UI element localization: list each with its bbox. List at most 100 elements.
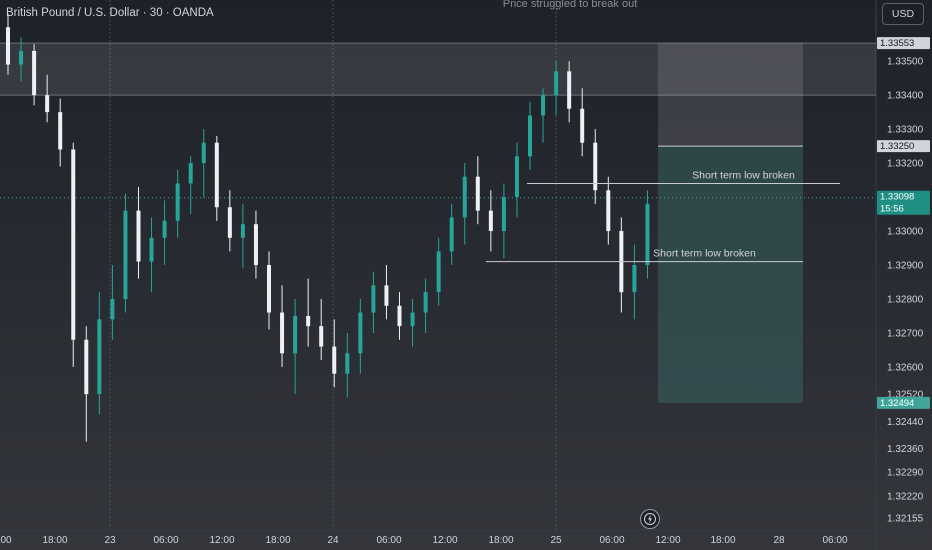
candle-body (71, 149, 76, 340)
candle-body (19, 50, 24, 65)
price-tick-label: 1.32700 (887, 328, 924, 339)
price-tick-label: 1.32600 (887, 362, 924, 373)
candle (293, 298, 298, 395)
candle-body (593, 142, 598, 191)
price-badge: 1.32494 (877, 396, 930, 409)
time-tick-label: 12:00 (209, 535, 234, 546)
candle (97, 292, 102, 415)
candle (345, 332, 350, 398)
candle-body (214, 142, 219, 208)
candle-body (371, 285, 376, 313)
candle-body (345, 353, 350, 374)
projection-box-target (658, 146, 803, 403)
time-tick-label: 12:00 (432, 535, 457, 546)
candle (267, 251, 271, 330)
price-badge-bg (877, 396, 930, 409)
candle (371, 271, 376, 333)
candle (436, 237, 441, 306)
time-tick-label: 23 (104, 535, 116, 546)
candle-body (410, 312, 415, 327)
replay-button[interactable] (640, 509, 660, 529)
price-tick-label: 1.32360 (887, 444, 924, 455)
candle (19, 37, 24, 82)
price-tick-label: 1.33000 (887, 227, 924, 238)
candle-body (136, 210, 141, 262)
candle (201, 129, 206, 198)
time-axis: 00 18:00 23 06:00 12:00 18:00 24 06:00 12:00 18:0… (0, 535, 848, 546)
candle-body (384, 285, 389, 306)
price-tick-label: 1.32520 (887, 390, 924, 401)
top-note: Price struggled to break out (503, 0, 638, 10)
candle (280, 285, 285, 367)
candle-layer (6, 13, 650, 442)
time-tick-label: 06:00 (153, 535, 178, 546)
candle-body (488, 210, 493, 232)
candle (162, 200, 167, 265)
time-tick-label: 18:00 (488, 535, 513, 546)
currency-button[interactable]: USD (882, 3, 924, 25)
candle-body (6, 27, 10, 65)
candle (397, 292, 402, 340)
price-axis: 1.33500 1.33400 1.33300 1.33200 1.33000 1.329… (877, 37, 930, 525)
candle (110, 265, 115, 340)
candle-body (201, 142, 206, 164)
candle-body (110, 298, 115, 320)
price-tick-label: 1.32155 (887, 514, 924, 525)
chart-title: British Pound / U.S. Dollar · 30 · OANDA (6, 7, 214, 19)
candle (6, 13, 10, 75)
candle (332, 319, 337, 388)
price-badge-countdown: 15:56 (880, 204, 904, 215)
candle (501, 183, 506, 259)
candle-body (554, 71, 559, 96)
resistance-zone (0, 43, 876, 96)
annotation-label: Short term low broken (692, 169, 795, 181)
candle (384, 265, 389, 320)
price-tick-label: 1.33400 (887, 91, 924, 102)
candle (606, 176, 611, 245)
lightning-icon (644, 513, 656, 525)
candle (45, 74, 50, 123)
annotation-label: Short term low broken (653, 248, 756, 260)
price-tick-label: 1.32900 (887, 261, 924, 272)
candle (136, 186, 141, 279)
candle-body (514, 156, 519, 198)
candle (32, 44, 37, 106)
candle (306, 278, 311, 347)
time-tick-label: 06:00 (822, 535, 847, 546)
candle-body (280, 312, 285, 354)
time-tick-label: 18:00 (710, 535, 735, 546)
candle-body (293, 315, 298, 354)
price-badge-label: 1.32494 (880, 398, 914, 409)
candle (462, 163, 467, 245)
candle (514, 142, 519, 218)
time-tick-label: 28 (773, 535, 785, 546)
candle (227, 190, 232, 252)
candle-body (423, 292, 428, 313)
candle (619, 217, 624, 313)
candle (567, 61, 572, 123)
candle-body (645, 203, 650, 265)
candle (475, 156, 480, 225)
price-badge-bg (877, 37, 930, 50)
candle-body (319, 326, 324, 347)
time-tick-label: 18:00 (265, 535, 290, 546)
price-badge: 1.33250 (877, 140, 930, 153)
candle (84, 326, 89, 442)
candle-body (606, 190, 611, 232)
price-badge-bg (877, 190, 930, 215)
candle-body (436, 251, 441, 293)
candle (123, 193, 128, 313)
time-tick-label: 25 (550, 535, 562, 546)
candle-body (541, 95, 546, 116)
candle-body (58, 112, 63, 150)
candle (188, 156, 193, 215)
candle-body (149, 237, 154, 262)
candle (580, 88, 585, 157)
candle (240, 203, 245, 269)
candle-body (528, 115, 532, 157)
candle-body (475, 176, 480, 211)
candle-body (32, 50, 37, 96)
candle-body (240, 224, 245, 238)
